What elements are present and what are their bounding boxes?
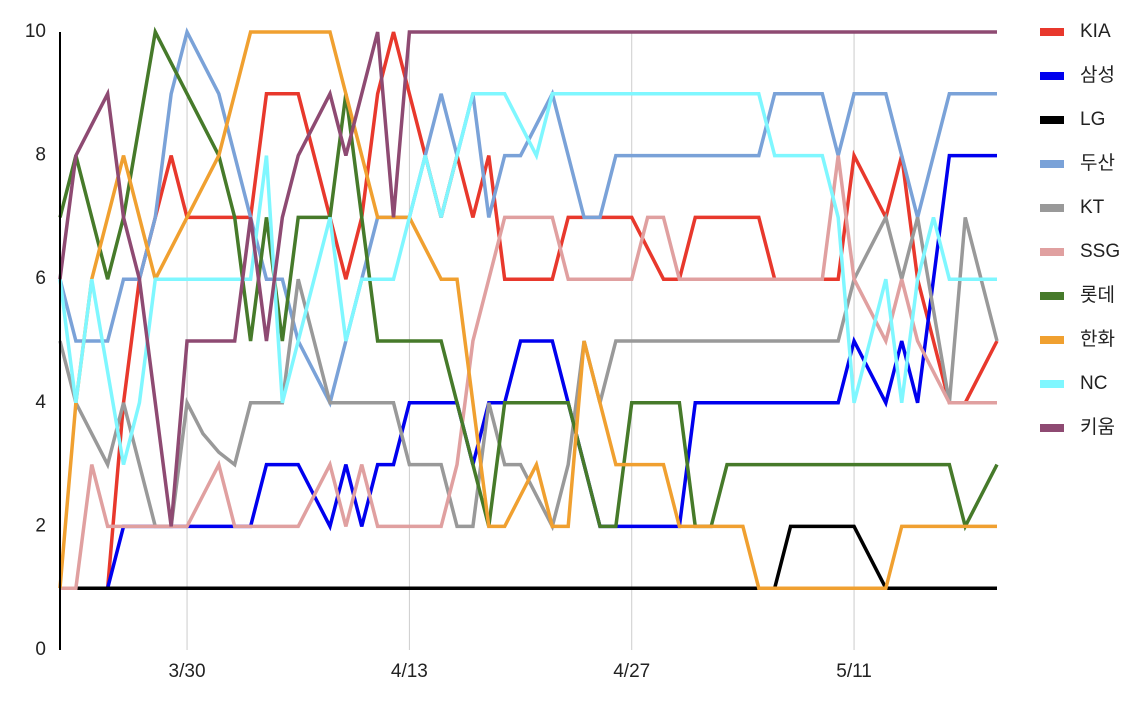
legend-swatch <box>1040 160 1064 168</box>
legend-label: 키움 <box>1080 416 1115 438</box>
y-tick-label: 0 <box>35 639 46 660</box>
legend-label: NC <box>1080 373 1107 394</box>
series-line <box>58 30 997 527</box>
series-line <box>58 92 997 466</box>
x-tick-label: 4/27 <box>613 661 650 682</box>
legend-swatch <box>1040 380 1064 388</box>
legend-label: 한화 <box>1080 328 1115 350</box>
series-line <box>58 26 999 532</box>
legend-label: KT <box>1080 197 1105 218</box>
legend-label: KIA <box>1080 21 1111 42</box>
x-tick-label: 4/13 <box>391 661 428 682</box>
legend-label: 두산 <box>1080 152 1115 174</box>
legend-label: LG <box>1080 109 1105 130</box>
series-line <box>60 524 997 590</box>
legend-swatch <box>1040 424 1064 432</box>
series-line <box>60 155 997 590</box>
legend-swatch <box>1040 28 1064 36</box>
x-tick-label: 5/11 <box>836 661 872 682</box>
legend-swatch <box>1040 72 1064 80</box>
legend-swatch <box>1040 336 1064 344</box>
legend-swatch <box>1040 204 1064 212</box>
series-line <box>60 31 999 590</box>
legend-swatch <box>1040 116 1064 124</box>
y-tick-label: 2 <box>35 515 46 536</box>
legend-label: 롯데 <box>1080 284 1115 306</box>
legend-label: 삼성 <box>1080 64 1115 86</box>
legend-label: SSG <box>1080 241 1120 262</box>
x-tick-label: 3/30 <box>169 661 206 682</box>
series-line <box>58 30 997 590</box>
series-line <box>60 153 997 590</box>
y-tick-label: 4 <box>35 392 46 413</box>
y-tick-label: 8 <box>35 145 46 166</box>
y-tick-label: 10 <box>25 21 46 42</box>
y-tick-label: 6 <box>35 268 46 289</box>
legend-swatch <box>1040 248 1064 256</box>
legend-swatch <box>1040 292 1064 300</box>
